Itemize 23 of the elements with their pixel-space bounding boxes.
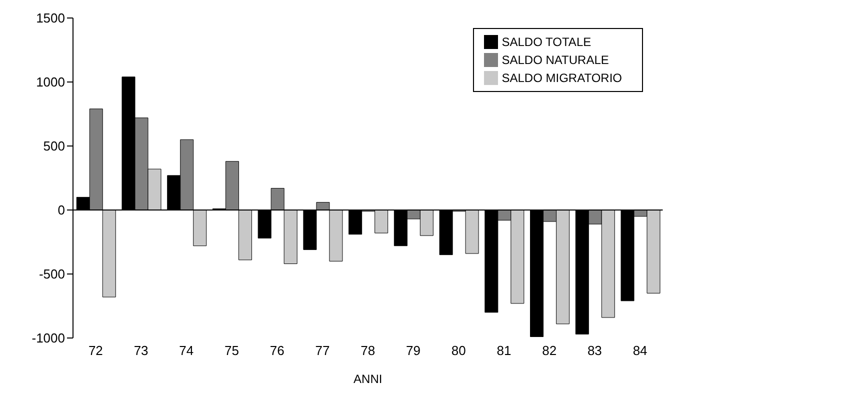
x-tick-label: 74 bbox=[179, 343, 194, 358]
x-tick-label: 76 bbox=[270, 343, 284, 358]
legend-label: SALDO MIGRATORIO bbox=[502, 71, 622, 85]
x-tick-label: 83 bbox=[587, 343, 602, 358]
legend-label: SALDO TOTALE bbox=[502, 35, 592, 49]
y-tick-label: -500 bbox=[38, 266, 65, 282]
x-tick-label: 73 bbox=[134, 343, 148, 358]
y-tick-label: 1500 bbox=[36, 10, 65, 26]
y-tick-label: 500 bbox=[43, 138, 65, 154]
x-tick-label: 80 bbox=[451, 343, 466, 358]
x-tick-label: 75 bbox=[224, 343, 240, 358]
x-tick-label: 78 bbox=[360, 343, 376, 358]
x-tick-label: 72 bbox=[88, 343, 103, 358]
x-tick-label: 81 bbox=[496, 343, 512, 358]
x-tick-label: 84 bbox=[632, 343, 648, 358]
y-tick-label: 0 bbox=[58, 202, 65, 218]
legend-label: SALDO NATURALE bbox=[502, 53, 609, 67]
y-tick-label: 1000 bbox=[36, 74, 65, 90]
y-tick-label: -1000 bbox=[32, 330, 65, 346]
x-tick-label: 79 bbox=[406, 343, 420, 358]
x-axis-title: ANNI bbox=[354, 372, 382, 386]
x-tick-label: 77 bbox=[315, 343, 330, 358]
x-tick-label: 82 bbox=[542, 343, 557, 358]
